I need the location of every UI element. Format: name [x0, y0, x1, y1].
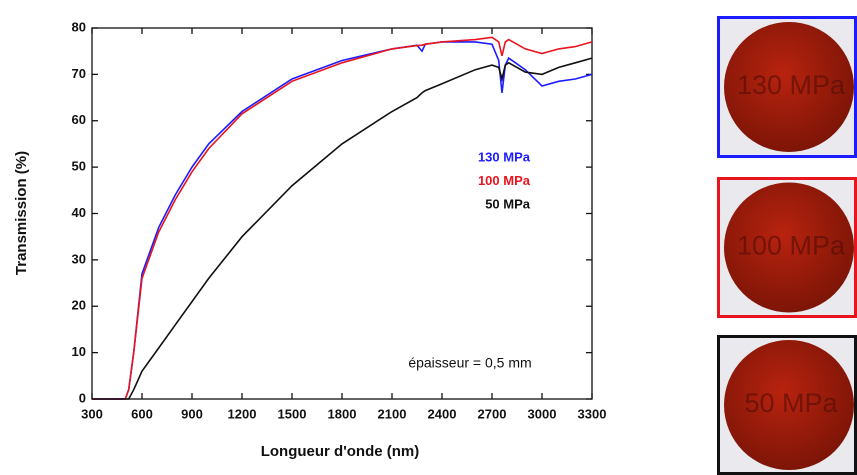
photo: 100 MPa	[717, 177, 857, 318]
x-tick-label: 1200	[228, 406, 257, 421]
photo-frame	[717, 335, 857, 475]
x-tick-label: 2700	[478, 406, 507, 421]
photo: 130 MPa	[717, 16, 857, 158]
sample-disk	[724, 340, 854, 470]
x-tick-label: 3300	[578, 406, 607, 421]
y-tick-label: 70	[72, 66, 86, 81]
x-axis-title: Longueur d'onde (nm)	[261, 443, 420, 460]
photo-label: 50 MPa	[744, 388, 838, 418]
y-tick-label: 50	[72, 159, 86, 174]
series-line	[92, 36, 593, 400]
photo-frame	[717, 177, 857, 318]
sample-disk	[724, 22, 854, 152]
x-tick-label: 3000	[528, 406, 557, 421]
y-tick-label: 40	[72, 205, 86, 220]
x-tick-label: 600	[131, 406, 153, 421]
y-tick-label: 10	[72, 344, 86, 359]
photo-label: 130 MPa	[737, 70, 846, 100]
x-tick-label: 1800	[328, 406, 357, 421]
x-tick-label: 2100	[378, 406, 407, 421]
annotation: épaisseur = 0,5 mm	[408, 355, 531, 371]
y-tick-label: 80	[72, 19, 86, 34]
series-line	[92, 41, 593, 400]
x-tick-label: 900	[181, 406, 203, 421]
photos: 130 MPa 100 MPa 50 MPa	[717, 16, 857, 475]
y-tick-label: 20	[72, 298, 86, 313]
y-tick-label: 60	[72, 112, 86, 127]
x-tick-label: 300	[81, 406, 103, 421]
plot-frame	[91, 27, 593, 400]
x-tick-label: 2400	[428, 406, 457, 421]
y-tick-label: 0	[79, 390, 86, 405]
sample-disk	[724, 182, 854, 313]
legend-label: 50 MPa	[485, 196, 531, 211]
x-tick-label: 1500	[278, 406, 307, 421]
legend-label: 100 MPa	[478, 173, 531, 188]
legend-label: 130 MPa	[478, 149, 531, 164]
photo-frame	[717, 16, 857, 158]
y-axis-title: Transmission (%)	[13, 151, 30, 275]
series-line	[92, 57, 593, 400]
photo-label: 100 MPa	[737, 231, 846, 261]
photo: 50 MPa	[717, 335, 857, 475]
y-tick-label: 30	[72, 251, 86, 266]
